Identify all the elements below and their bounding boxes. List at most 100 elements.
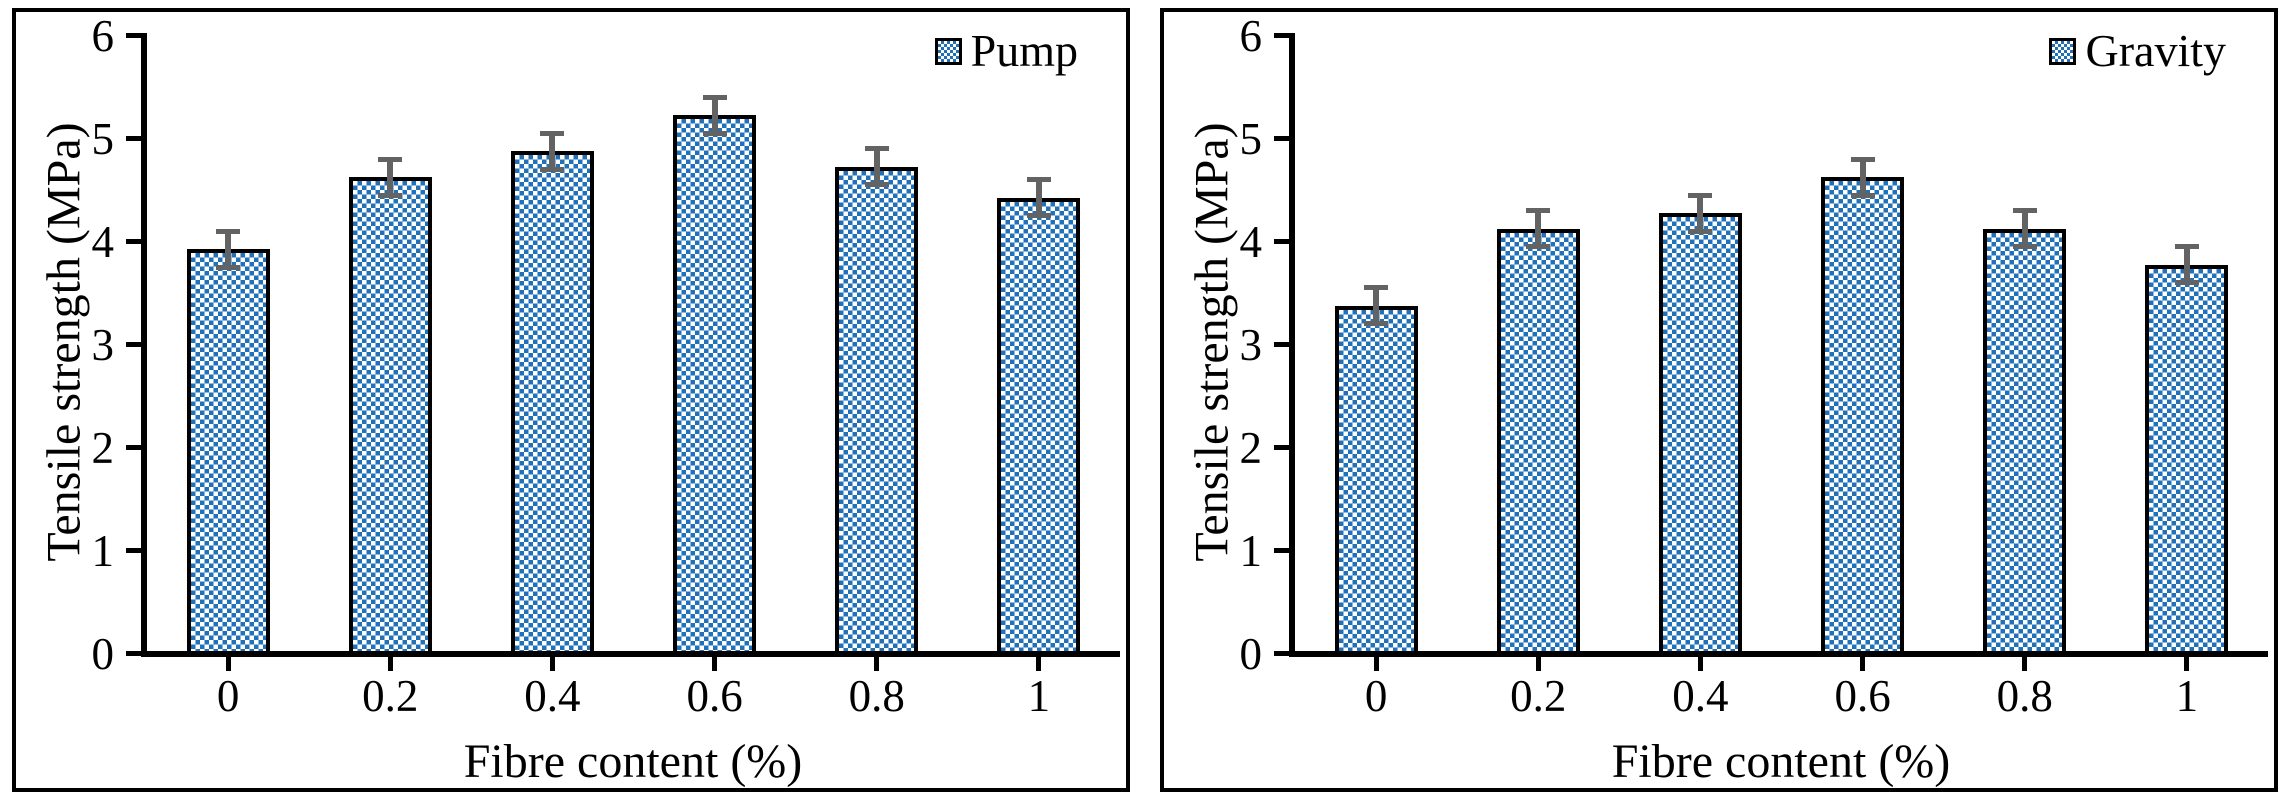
- y-axis-line: [141, 33, 147, 657]
- x-tick-label: 0: [216, 671, 240, 721]
- y-axis-tick: [126, 651, 141, 656]
- x-axis-tick: [549, 657, 555, 671]
- y-axis-tick: [1274, 445, 1289, 450]
- x-axis-tick: [1036, 657, 1042, 671]
- x-tick-label: 0.6: [1834, 671, 1891, 721]
- plot-area-pump: 0 1 2 3 4 5 6 0 0.2 0.4 0.6 0.8 1: [16, 12, 1126, 788]
- legend-pattern-swatch-icon: [2049, 37, 2077, 65]
- y-axis-tick: [1274, 548, 1289, 553]
- y-tick-label: 0: [1239, 629, 1263, 679]
- y-axis-tick: [126, 136, 141, 141]
- y-tick-label: 3: [91, 320, 115, 370]
- y-tick-label: 4: [1239, 217, 1263, 267]
- error-bar-top-cap: [378, 156, 403, 162]
- x-axis-tick: [2184, 657, 2190, 671]
- x-tick-label: 0: [1364, 671, 1388, 721]
- bar-0: [1335, 305, 1418, 655]
- y-axis-tick: [126, 445, 141, 450]
- x-axis-tick: [1860, 657, 1866, 671]
- error-bar-bottom-cap: [216, 264, 241, 270]
- x-axis-tick: [874, 657, 880, 671]
- x-tick-label: 1: [2175, 671, 2199, 721]
- error-bar-bottom-cap: [378, 192, 403, 198]
- error-bar-bottom-cap: [1526, 244, 1551, 250]
- y-axis-tick: [126, 342, 141, 347]
- error-bar-top-cap: [1688, 192, 1713, 198]
- error-bar-top-cap: [2174, 244, 2199, 250]
- x-axis-tick: [1697, 657, 1703, 671]
- legend: Pump: [934, 25, 1078, 76]
- error-bar-bottom-cap: [1688, 228, 1713, 234]
- y-axis-tick: [1274, 136, 1289, 141]
- legend-label: Pump: [970, 25, 1078, 76]
- error-bar-line: [711, 96, 718, 134]
- y-tick-label: 4: [91, 217, 115, 267]
- error-bar-bottom-cap: [1364, 321, 1389, 327]
- x-axis-tick: [712, 657, 718, 671]
- error-bar-line: [1697, 194, 1704, 232]
- y-tick-label: 5: [1239, 114, 1263, 164]
- bar-0.8: [1983, 228, 2066, 655]
- error-bar-line: [225, 230, 232, 268]
- error-bar-line: [2183, 246, 2190, 284]
- bar-0.4: [1659, 213, 1742, 655]
- legend: Gravity: [2049, 28, 2226, 74]
- bar-1: [2145, 264, 2228, 655]
- y-axis-title: Tensile strength (MPa): [37, 122, 91, 562]
- x-axis-line: [141, 651, 1120, 657]
- bar-1: [997, 197, 1080, 655]
- y-axis-title: Tensile strength (MPa): [1185, 122, 1239, 562]
- x-axis-tick: [1535, 657, 1541, 671]
- y-tick-label: 6: [1239, 11, 1263, 61]
- x-tick-label: 0.4: [1672, 671, 1729, 721]
- bar-0.2: [349, 177, 432, 655]
- error-bar-top-cap: [1850, 156, 1875, 162]
- error-bar-bottom-cap: [2174, 280, 2199, 286]
- error-bar-line: [549, 132, 556, 170]
- error-bar-bottom-cap: [1850, 192, 1875, 198]
- bar-0.6: [1821, 177, 1904, 655]
- y-axis-tick: [1274, 651, 1289, 656]
- error-bar-bottom-cap: [864, 182, 889, 188]
- x-tick-label: 1: [1027, 671, 1051, 721]
- y-tick-label: 1: [1239, 526, 1263, 576]
- y-tick-label: 0: [91, 629, 115, 679]
- x-tick-label: 0.2: [362, 671, 419, 721]
- error-bar-top-cap: [1026, 177, 1051, 183]
- error-bar-bottom-cap: [540, 166, 565, 172]
- x-tick-label: 0.8: [1996, 671, 2053, 721]
- error-bar-top-cap: [864, 146, 889, 152]
- bar-0.8: [835, 166, 918, 655]
- y-axis-tick: [126, 548, 141, 553]
- y-tick-label: 2: [91, 423, 115, 473]
- error-bar-line: [1373, 287, 1380, 325]
- error-bar-bottom-cap: [1026, 213, 1051, 219]
- x-axis-tick: [1373, 657, 1379, 671]
- y-axis-line: [1289, 33, 1295, 657]
- x-tick-label: 0.4: [524, 671, 581, 721]
- error-bar-top-cap: [216, 228, 241, 234]
- error-bar-top-cap: [1364, 285, 1389, 291]
- error-bar-line: [2021, 210, 2028, 248]
- error-bar-top-cap: [540, 130, 565, 136]
- error-bar-line: [387, 158, 394, 196]
- plot-area-gravity: 0 1 2 3 4 5 6 0 0.2 0.4 0.6 0.8 1: [1164, 12, 2274, 788]
- x-tick-label: 0.2: [1510, 671, 1567, 721]
- y-axis-tick: [1274, 342, 1289, 347]
- x-axis-tick: [2022, 657, 2028, 671]
- chart-panel-gravity: 0 1 2 3 4 5 6 0 0.2 0.4 0.6 0.8 1 Tensile strength (…: [1160, 8, 2278, 792]
- x-axis-title: Fibre content (%): [1611, 735, 1951, 788]
- bar-0: [187, 249, 270, 655]
- error-bar-bottom-cap: [702, 130, 727, 136]
- y-axis-tick: [126, 239, 141, 244]
- bar-0.2: [1497, 228, 1580, 655]
- y-tick-label: 1: [91, 526, 115, 576]
- bar-0.6: [673, 115, 756, 655]
- y-tick-label: 6: [91, 11, 115, 61]
- y-tick-label: 5: [91, 114, 115, 164]
- chart-panel-pump: 0 1 2 3 4 5 6 0 0.2 0.4 0.6 0.8 1 Tensile strength (…: [12, 8, 1130, 792]
- y-axis-tick: [1274, 33, 1289, 38]
- y-tick-label: 3: [1239, 320, 1263, 370]
- y-axis-tick: [1274, 239, 1289, 244]
- x-axis-line: [1289, 651, 2268, 657]
